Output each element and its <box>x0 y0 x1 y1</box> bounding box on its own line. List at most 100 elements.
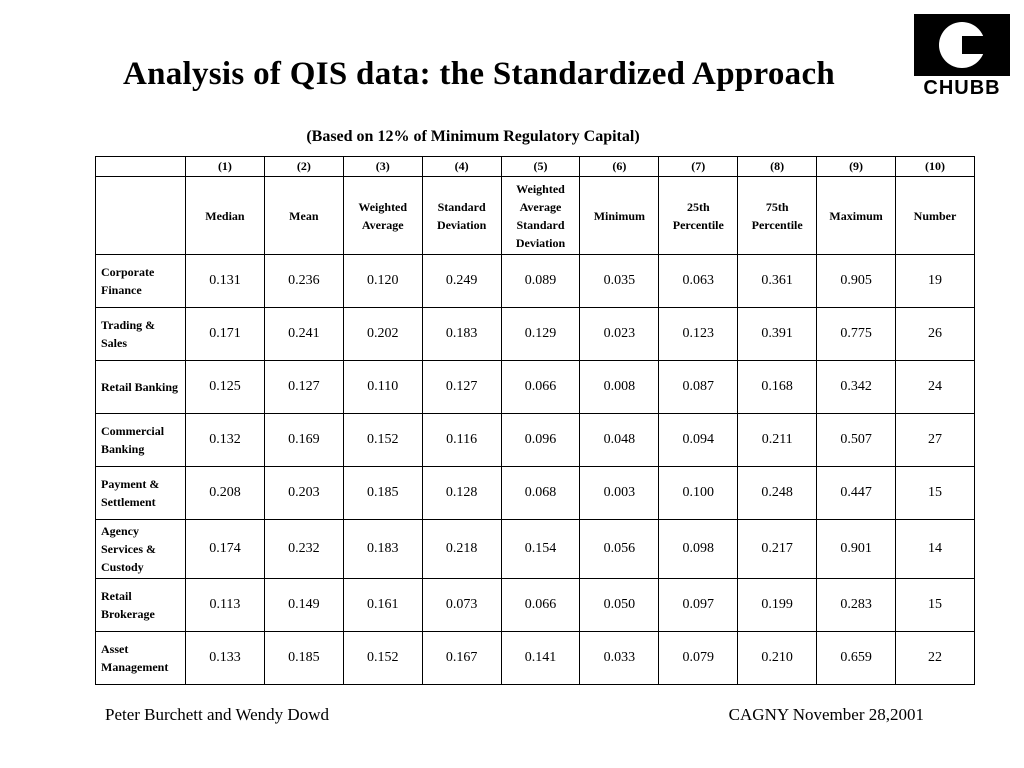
table-row: Trading & Sales 0.171 0.241 0.202 0.183 0.129… <box>95 307 975 361</box>
value-cell: 0.152 <box>342 631 423 685</box>
value-cell: 0.141 <box>500 631 581 685</box>
value-cell: 0.342 <box>816 360 897 414</box>
value-cell: 0.149 <box>263 578 344 632</box>
value-cell: 0.210 <box>737 631 818 685</box>
column-header: Weighted Average Standard Deviation <box>500 176 581 255</box>
value-cell: 0.003 <box>579 466 660 520</box>
value-cell: 0.283 <box>816 578 897 632</box>
value-cell: 0.236 <box>263 254 344 308</box>
slide-footer: Peter Burchett and Wendy Dowd CAGNY Nove… <box>105 705 924 725</box>
value-cell: 0.391 <box>737 307 818 361</box>
row-label: Retail Brokerage <box>95 578 186 632</box>
row-label: Agency Services & Custody <box>95 519 186 579</box>
value-cell: 0.202 <box>342 307 423 361</box>
value-cell: 0.097 <box>658 578 739 632</box>
value-cell: 0.131 <box>185 254 265 308</box>
value-cell: 0.066 <box>500 360 581 414</box>
column-number: (3) <box>342 156 423 177</box>
value-cell: 0.132 <box>185 413 265 467</box>
table-row: Agency Services & Custody 0.174 0.232 0.183… <box>95 519 975 579</box>
value-cell: 0.087 <box>658 360 739 414</box>
value-cell: 0.241 <box>263 307 344 361</box>
row-label: Asset Management <box>95 631 186 685</box>
column-header: Weighted Average <box>342 176 423 255</box>
table-row: Asset Management 0.133 0.185 0.152 0.167 0.14… <box>95 631 975 685</box>
column-header: Median <box>185 176 265 255</box>
column-header: Standard Deviation <box>421 176 502 255</box>
value-cell: 0.659 <box>816 631 897 685</box>
value-cell: 0.161 <box>342 578 423 632</box>
column-number: (6) <box>579 156 660 177</box>
table-row: Retail Brokerage 0.113 0.149 0.161 0.073 0.06… <box>95 578 975 632</box>
slide-title: Analysis of QIS data: the Standardized A… <box>122 56 836 92</box>
value-cell: 0.217 <box>737 519 818 579</box>
row-label: Payment & Settlement <box>95 466 186 520</box>
table-body: Corporate Finance 0.131 0.236 0.120 0.249 0.0… <box>95 254 975 685</box>
value-cell: 0.089 <box>500 254 581 308</box>
value-cell: 0.507 <box>816 413 897 467</box>
value-cell: 0.113 <box>185 578 265 632</box>
chubb-logo-icon <box>914 14 1010 76</box>
table-header: (1) (2) (3) (4) (5) (6) (7) (8) (9) (10) Median Me… <box>95 156 975 255</box>
value-cell: 0.361 <box>737 254 818 308</box>
value-cell: 0.033 <box>579 631 660 685</box>
value-cell: 0.048 <box>579 413 660 467</box>
column-name-row: Median Mean Weighted Average Standard Devia… <box>95 176 975 255</box>
value-cell: 0.056 <box>579 519 660 579</box>
value-cell: 0.125 <box>185 360 265 414</box>
value-cell: 0.168 <box>737 360 818 414</box>
value-cell: 0.211 <box>737 413 818 467</box>
row-label: Retail Banking <box>95 360 186 414</box>
value-cell: 26 <box>895 307 975 361</box>
value-cell: 15 <box>895 578 975 632</box>
column-header: Mean <box>263 176 344 255</box>
value-cell: 0.116 <box>421 413 502 467</box>
value-cell: 0.023 <box>579 307 660 361</box>
value-cell: 0.154 <box>500 519 581 579</box>
row-label: Commercial Banking <box>95 413 186 467</box>
value-cell: 0.096 <box>500 413 581 467</box>
value-cell: 0.073 <box>421 578 502 632</box>
value-cell: 0.133 <box>185 631 265 685</box>
value-cell: 0.008 <box>579 360 660 414</box>
table-row: Payment & Settlement 0.208 0.203 0.185 0.128… <box>95 466 975 520</box>
value-cell: 22 <box>895 631 975 685</box>
value-cell: 24 <box>895 360 975 414</box>
column-number: (10) <box>895 156 975 177</box>
chubb-logo: CHUBB <box>914 14 1010 100</box>
value-cell: 0.169 <box>263 413 344 467</box>
footer-event-date: CAGNY November 28,2001 <box>728 705 924 724</box>
value-cell: 0.775 <box>816 307 897 361</box>
value-cell: 0.152 <box>342 413 423 467</box>
footer-authors: Peter Burchett and Wendy Dowd <box>105 705 329 724</box>
column-number: (4) <box>421 156 502 177</box>
value-cell: 0.068 <box>500 466 581 520</box>
value-cell: 0.127 <box>263 360 344 414</box>
column-number: (7) <box>658 156 739 177</box>
value-cell: 14 <box>895 519 975 579</box>
value-cell: 0.098 <box>658 519 739 579</box>
column-header: Minimum <box>579 176 660 255</box>
logo-notch-shape <box>962 36 1000 54</box>
column-header: 25th Percentile <box>658 176 739 255</box>
value-cell: 0.248 <box>737 466 818 520</box>
value-cell: 0.901 <box>816 519 897 579</box>
value-cell: 0.167 <box>421 631 502 685</box>
value-cell: 0.066 <box>500 578 581 632</box>
value-cell: 0.127 <box>421 360 502 414</box>
table-row: Commercial Banking 0.132 0.169 0.152 0.116 0.… <box>95 413 975 467</box>
value-cell: 0.905 <box>816 254 897 308</box>
column-number: (2) <box>263 156 344 177</box>
value-cell: 0.232 <box>263 519 344 579</box>
column-number: (8) <box>737 156 818 177</box>
corner-cell <box>95 156 186 177</box>
column-number: (1) <box>185 156 265 177</box>
value-cell: 0.094 <box>658 413 739 467</box>
value-cell: 0.185 <box>342 466 423 520</box>
row-label: Corporate Finance <box>95 254 186 308</box>
slide-header: Analysis of QIS data: the Standardized A… <box>0 0 1024 100</box>
value-cell: 19 <box>895 254 975 308</box>
value-cell: 0.050 <box>579 578 660 632</box>
value-cell: 0.128 <box>421 466 502 520</box>
